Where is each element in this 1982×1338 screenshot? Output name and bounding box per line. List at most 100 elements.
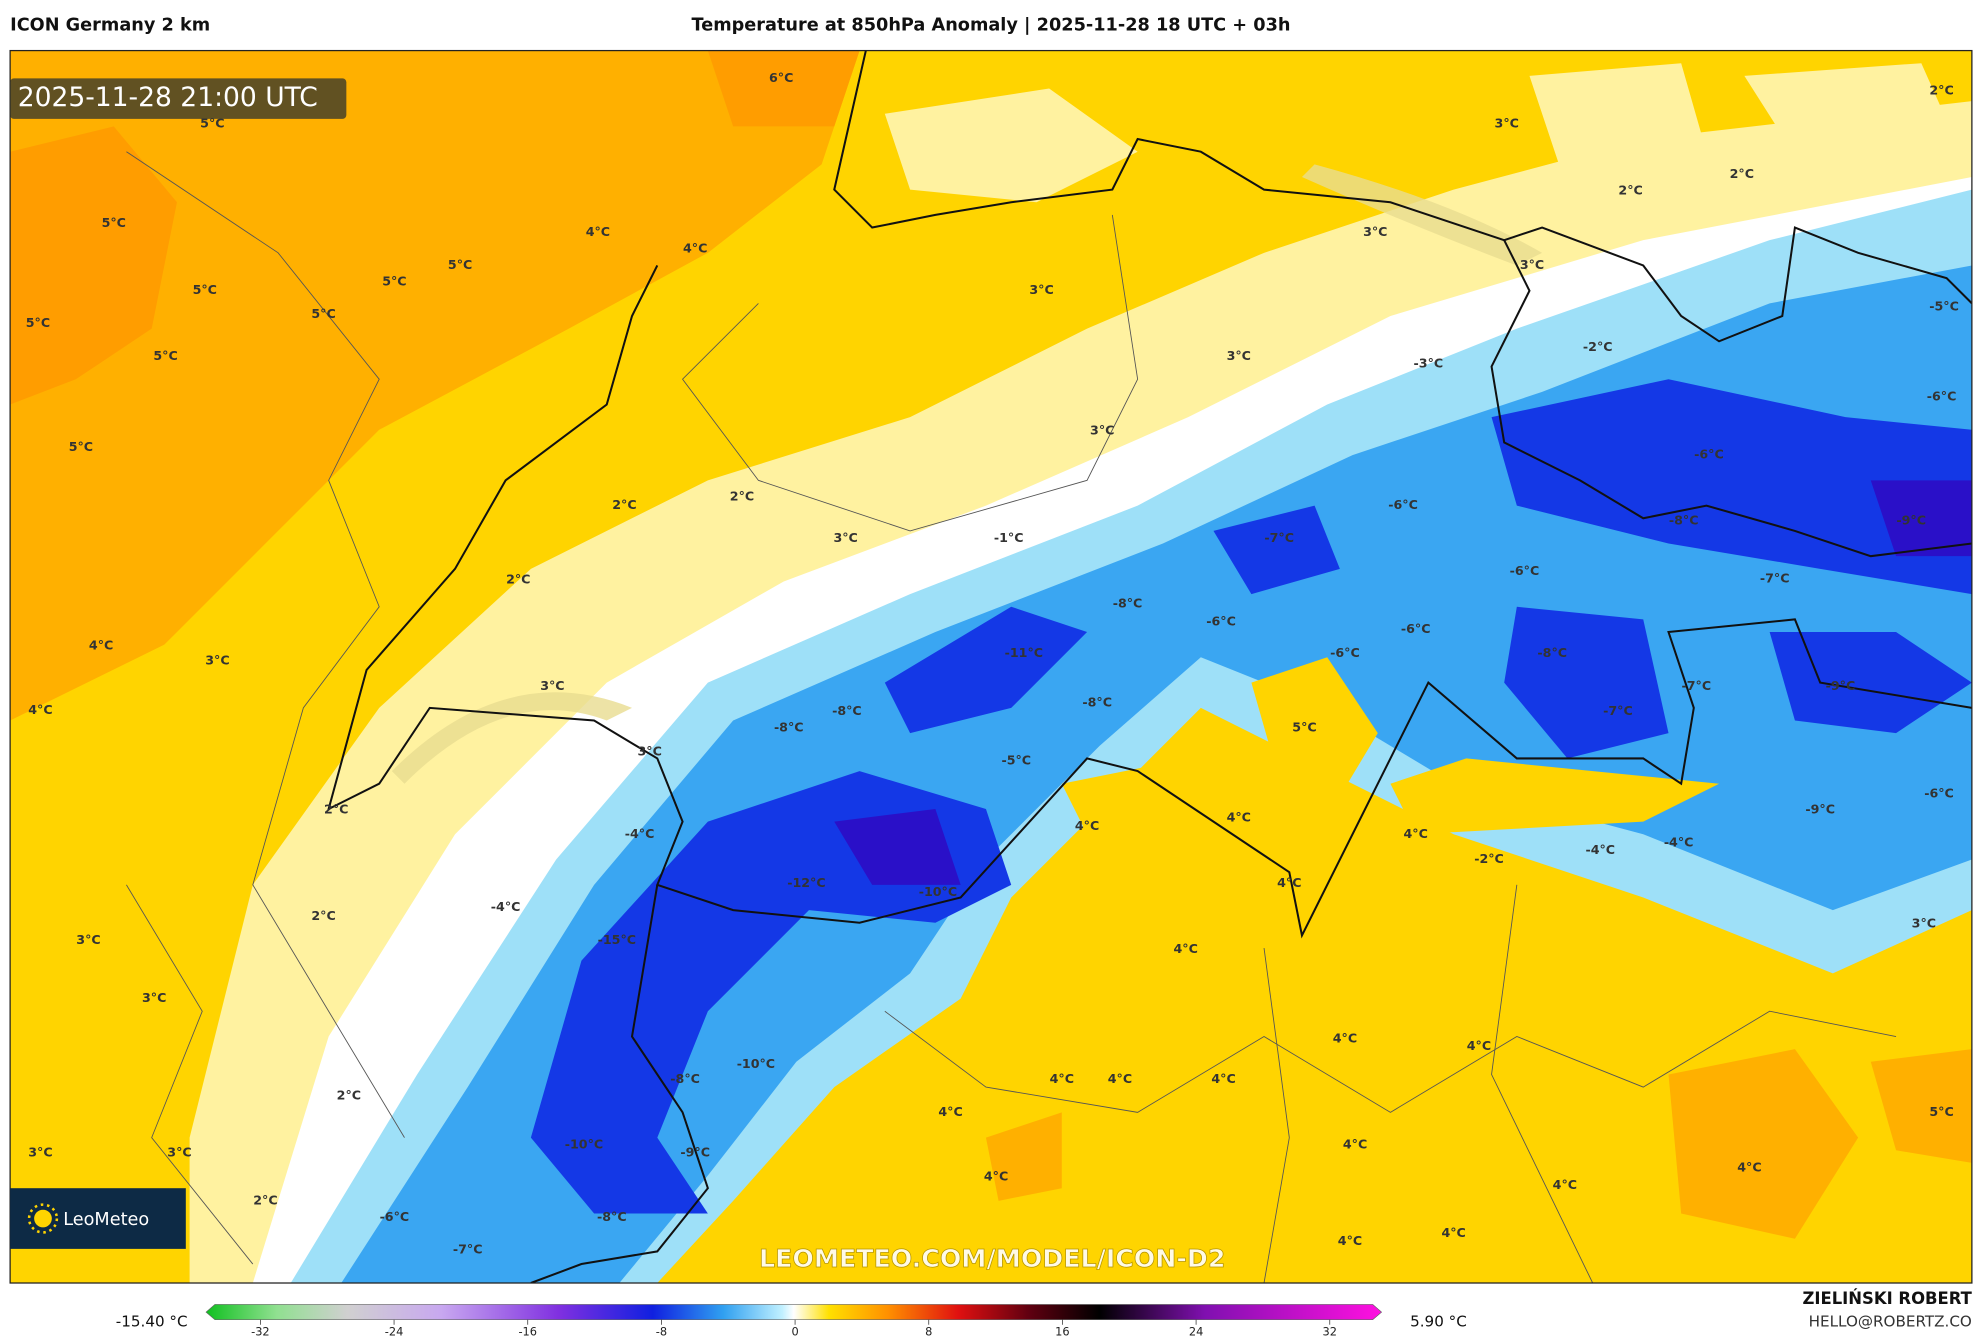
- contour-label: -7°C: [1264, 530, 1294, 545]
- contour-label: -8°C: [1113, 596, 1143, 611]
- tick-label: 0: [791, 1324, 798, 1338]
- contour-label: 3°C: [540, 678, 564, 693]
- contour-label: -7°C: [1760, 570, 1790, 585]
- contour-label: -6°C: [1510, 563, 1540, 578]
- email: HELLO@ROBERTZ.CO: [1809, 1313, 1972, 1331]
- min-value: -15.40 °C: [116, 1313, 188, 1331]
- tick-label: 16: [1055, 1324, 1069, 1338]
- colorbar: [205, 1304, 1383, 1320]
- model-name: ICON Germany 2 km: [10, 15, 210, 35]
- contour-label: 2°C: [506, 572, 530, 587]
- contour-label: 4°C: [1467, 1038, 1491, 1053]
- timestamp-box: [10, 78, 347, 119]
- colder-area: [341, 265, 1972, 1284]
- border: [1490, 239, 1972, 558]
- map: 6°C 2°C 5°C 3°C 2°C 2°C 5°C 4°C 3°C 4°C 3°C 5°C 5°C 5…: [10, 50, 1972, 1284]
- contour-label: -6°C: [1927, 388, 1957, 403]
- contour-label: 3°C: [1227, 348, 1251, 363]
- contour-label: -11°C: [1005, 645, 1043, 660]
- contour-label: 3°C: [76, 932, 100, 947]
- contour-label: 5°C: [102, 215, 126, 230]
- contour-label: -10°C: [565, 1137, 603, 1152]
- contour-label: 4°C: [1050, 1071, 1074, 1086]
- contour-label: 3°C: [1495, 115, 1519, 130]
- contour-label: 2°C: [730, 488, 754, 503]
- contour-label: -5°C: [1929, 299, 1959, 314]
- contour-label: -8°C: [832, 703, 862, 718]
- contour-label: 2°C: [1730, 166, 1754, 181]
- logo-sun: [34, 1209, 52, 1228]
- contour-label: -8°C: [1082, 694, 1112, 709]
- contour-label: 4°C: [1173, 941, 1197, 956]
- contour-label: 4°C: [1737, 1159, 1761, 1174]
- contour-label: -4°C: [491, 899, 521, 914]
- border: [327, 265, 1972, 939]
- tick-label: 32: [1323, 1324, 1337, 1338]
- contour-label: 3°C: [28, 1144, 52, 1159]
- contour-label: -4°C: [1664, 835, 1694, 850]
- contour-label: 3°C: [833, 530, 857, 545]
- contour-label: 2°C: [253, 1192, 277, 1207]
- contour-label: 2°C: [324, 802, 348, 817]
- contour-label: 5°C: [382, 273, 406, 288]
- contour-label: -8°C: [774, 720, 804, 735]
- contour-label: 4°C: [1338, 1233, 1362, 1248]
- contour-label: 4°C: [683, 241, 707, 256]
- contour-label: -4°C: [1585, 842, 1615, 857]
- contour-label: 4°C: [1404, 826, 1428, 841]
- contour-label: -9°C: [1896, 512, 1926, 527]
- region-line: [126, 151, 1897, 1284]
- contour-label: -10°C: [919, 884, 957, 899]
- contour-label: 4°C: [586, 224, 610, 239]
- contour-label: 5°C: [311, 306, 335, 321]
- contour-label: 3°C: [1090, 423, 1114, 438]
- contour-label: 2°C: [612, 497, 636, 512]
- contour-label: 5°C: [448, 257, 472, 272]
- contour-label: 5°C: [1292, 720, 1316, 735]
- contour-label: -2°C: [1474, 851, 1504, 866]
- contour-labels: 6°C 2°C 5°C 3°C 2°C 2°C 5°C 4°C 3°C 4°C 3°C 5°C 5°C 5…: [26, 70, 1959, 1257]
- contour-label: -8°C: [597, 1209, 627, 1224]
- contour-label: -5°C: [1001, 752, 1031, 767]
- contour-label: -8°C: [1537, 645, 1567, 660]
- contour-label: 6°C: [769, 70, 793, 85]
- contour-label: 3°C: [638, 744, 662, 759]
- map-frame: [9, 49, 1973, 1284]
- contour-label: -12°C: [787, 875, 825, 890]
- contour-label: -6°C: [1694, 447, 1724, 462]
- contour-label: -6°C: [1388, 497, 1418, 512]
- contour-label: -8°C: [670, 1071, 700, 1086]
- contour-label: 5°C: [1929, 1104, 1953, 1119]
- contour-label: 3°C: [1363, 224, 1387, 239]
- border: [833, 50, 1972, 343]
- contour-label: -10°C: [737, 1056, 775, 1071]
- logo-text: LeoMeteo: [63, 1210, 149, 1230]
- contour-label: -6°C: [380, 1209, 410, 1224]
- border: [530, 884, 709, 1284]
- contour-label: -7°C: [453, 1242, 483, 1257]
- contour-label: 5°C: [153, 348, 177, 363]
- contour-label: 5°C: [69, 439, 93, 454]
- valley-warm: [1061, 657, 1720, 911]
- contour-label: -2°C: [1583, 339, 1613, 354]
- contour-label: -9°C: [1826, 678, 1856, 693]
- tick-label: -32: [251, 1324, 270, 1338]
- lake: [391, 164, 1543, 784]
- max-value: 5.90 °C: [1410, 1313, 1467, 1331]
- contour-label: 4°C: [1441, 1225, 1465, 1240]
- warm-core: [10, 50, 860, 405]
- cold-core: [530, 379, 1972, 1214]
- tick-label: -8: [656, 1324, 667, 1338]
- contour-label: -6°C: [1401, 621, 1431, 636]
- contour-label: -9°C: [1805, 802, 1835, 817]
- colorbar-ticks: -32 -24 -16 -8 0 8 16 24 32: [251, 1319, 1337, 1338]
- contour-label: 4°C: [1343, 1137, 1367, 1152]
- map-title: Temperature at 850hPa Anomaly | 2025-11-…: [691, 15, 1290, 35]
- contour-label: 2°C: [1929, 83, 1953, 98]
- contour-label: -4°C: [625, 826, 655, 841]
- tick-label: 24: [1189, 1324, 1203, 1338]
- watermark: LEOMETEO.COM/MODEL/ICON-D2: [759, 1244, 1225, 1273]
- tick-label: -16: [518, 1324, 537, 1338]
